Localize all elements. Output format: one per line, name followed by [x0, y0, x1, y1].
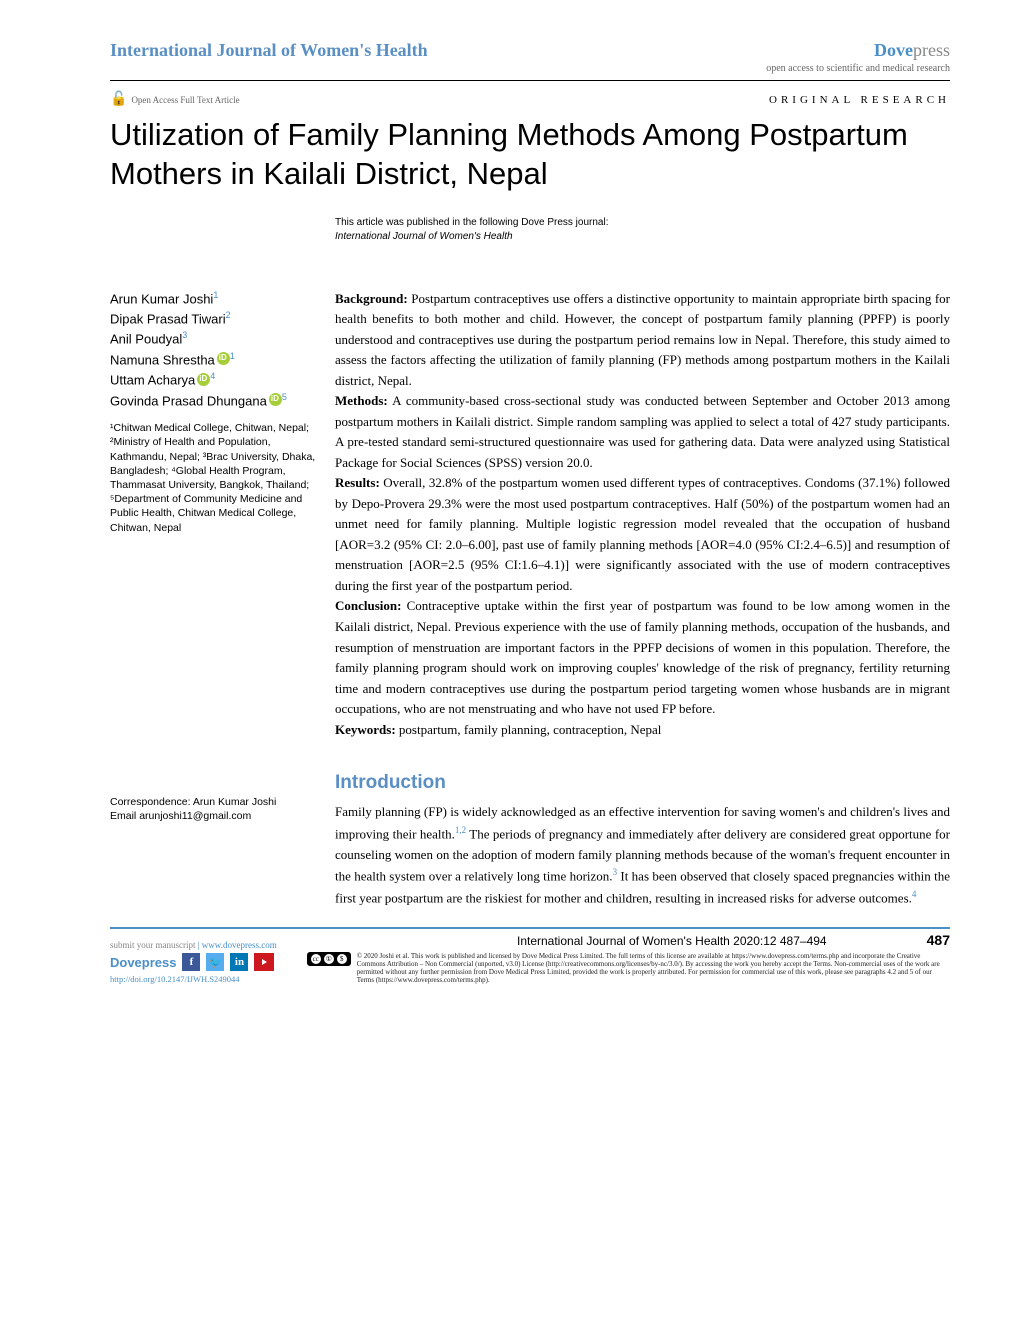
main-content: Background: Postpartum contraceptives us… — [335, 289, 950, 909]
author: Uttam Acharya4 — [110, 370, 317, 390]
publisher-logo: Dovepress open access to scientific and … — [766, 40, 950, 74]
intro-heading: Introduction — [335, 768, 950, 798]
linkedin-icon[interactable]: in — [230, 953, 248, 971]
citation-block: International Journal of Women's Health … — [307, 932, 950, 984]
license-block: cc①$ © 2020 Joshi et al. This work is pu… — [307, 952, 950, 984]
orcid-icon[interactable] — [217, 352, 230, 365]
author: Arun Kumar Joshi1 — [110, 289, 317, 309]
results-label: Results: — [335, 475, 380, 490]
footer: submit your manuscript | www.dovepress.c… — [110, 927, 950, 984]
orcid-icon[interactable] — [197, 373, 210, 386]
affiliations: ¹Chitwan Medical College, Chitwan, Nepal… — [110, 421, 317, 534]
author-list: Arun Kumar Joshi1 Dipak Prasad Tiwari2 A… — [110, 289, 317, 412]
author: Namuna Shrestha1 — [110, 350, 317, 370]
submit-block: submit your manuscript | www.dovepress.c… — [110, 940, 277, 984]
ref-link[interactable]: 1,2 — [455, 825, 466, 835]
dovepress-link[interactable]: Dovepress — [110, 955, 176, 970]
cc-badge-icon: cc①$ — [307, 952, 351, 966]
author: Dipak Prasad Tiwari2 — [110, 309, 317, 329]
sidebar: Arun Kumar Joshi1 Dipak Prasad Tiwari2 A… — [110, 289, 317, 909]
twitter-icon[interactable]: 🐦 — [206, 953, 224, 971]
doi-link[interactable]: http://doi.org/10.2147/IJWH.S249044 — [110, 974, 277, 984]
open-access-badge: 🔓 Open Access Full Text Article — [110, 91, 240, 108]
conclusion-label: Conclusion: — [335, 598, 401, 613]
journal-name: International Journal of Women's Health — [110, 40, 428, 61]
facebook-icon[interactable]: f — [182, 953, 200, 971]
tagline: open access to scientific and medical re… — [766, 63, 950, 74]
keywords-label: Keywords: — [335, 722, 396, 737]
correspondence: Correspondence: Arun Kumar Joshi Email a… — [110, 795, 317, 823]
ref-link[interactable]: 4 — [912, 889, 917, 899]
meta-row: 🔓 Open Access Full Text Article ORIGINAL… — [110, 91, 950, 108]
orcid-icon[interactable] — [269, 393, 282, 406]
author: Govinda Prasad Dhungana5 — [110, 391, 317, 411]
article-title: Utilization of Family Planning Methods A… — [110, 116, 950, 194]
publication-note: This article was published in the follow… — [335, 216, 950, 244]
author: Anil Poudyal3 — [110, 329, 317, 349]
intro-paragraph: Family planning (FP) is widely acknowled… — [335, 802, 950, 909]
methods-label: Methods: — [335, 393, 388, 408]
header: International Journal of Women's Health … — [110, 40, 950, 81]
page-number: 487 — [927, 932, 950, 948]
lock-open-icon: 🔓 — [110, 91, 127, 108]
background-label: Background: — [335, 291, 408, 306]
youtube-icon[interactable] — [254, 953, 274, 971]
article-type: ORIGINAL RESEARCH — [769, 94, 950, 106]
